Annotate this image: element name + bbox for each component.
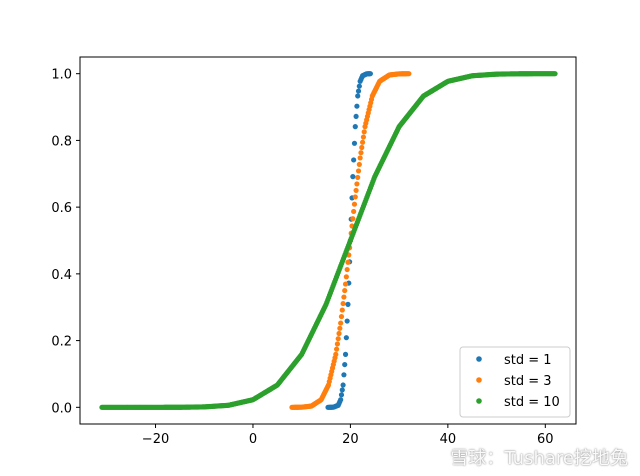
- data-point: [355, 93, 361, 99]
- data-point: [345, 301, 351, 307]
- legend: std = 1 std = 3 std = 10: [459, 346, 571, 418]
- data-point: [351, 157, 357, 163]
- axes-layer: −20 0 20 40 60 0.0 0.2 0.4 0.6 0.8 1.0: [51, 68, 553, 447]
- data-point: [406, 71, 412, 77]
- data-point: [351, 140, 358, 146]
- data-point: [345, 259, 351, 265]
- data-point: [344, 318, 350, 324]
- data-point: [361, 129, 367, 135]
- data-point: [355, 88, 362, 94]
- legend-marker: [476, 377, 482, 383]
- series-1: [325, 71, 373, 410]
- data-point: [342, 351, 349, 357]
- y-tick-label: 0.6: [51, 201, 72, 216]
- data-point: [350, 216, 356, 222]
- legend-marker: [476, 398, 482, 404]
- data-point: [334, 346, 340, 352]
- legend-box: [459, 346, 571, 418]
- data-point: [351, 208, 357, 215]
- data-point: [552, 71, 558, 77]
- data-point: [356, 83, 362, 89]
- data-point: [338, 392, 345, 398]
- legend-label: std = 10: [504, 395, 560, 410]
- data-point: [352, 194, 358, 200]
- watermark-text: 雪球：Tushare挖地兔: [450, 448, 628, 469]
- data-point: [358, 150, 364, 156]
- y-tick-label: 0.2: [51, 335, 72, 350]
- data-point: [367, 71, 373, 77]
- data-point: [333, 351, 339, 357]
- series-layer: [99, 71, 558, 410]
- data-point: [359, 139, 366, 145]
- data-point: [336, 330, 342, 337]
- data-point: [360, 134, 367, 140]
- data-point: [337, 325, 343, 331]
- series-3: [99, 71, 558, 410]
- data-point: [355, 168, 362, 174]
- data-point: [339, 307, 345, 313]
- data-point: [342, 361, 348, 368]
- data-point: [344, 266, 350, 273]
- data-point: [343, 335, 349, 341]
- x-tick-label: 40: [440, 432, 457, 447]
- legend-label: std = 3: [504, 374, 552, 389]
- data-point: [355, 174, 361, 181]
- data-point: [339, 387, 345, 393]
- data-point: [350, 174, 356, 180]
- data-point: [357, 155, 363, 161]
- series-2: [289, 71, 412, 410]
- data-point: [341, 372, 347, 378]
- legend-marker: [476, 356, 482, 362]
- legend-label: std = 1: [504, 353, 552, 368]
- data-point: [338, 320, 344, 326]
- data-point: [354, 181, 360, 187]
- data-point: [342, 287, 348, 294]
- x-tick-label: −20: [142, 432, 169, 447]
- x-tick-label: 60: [537, 432, 554, 447]
- data-point: [340, 300, 346, 307]
- data-point: [354, 103, 360, 109]
- x-tick-label: 0: [249, 432, 257, 447]
- data-point: [353, 113, 359, 120]
- y-tick-label: 0.0: [51, 401, 72, 416]
- data-point: [352, 124, 358, 130]
- y-tick-label: 0.8: [51, 134, 72, 149]
- y-tick-label: 0.4: [51, 268, 72, 283]
- plot-frame: [79, 56, 577, 425]
- data-point: [342, 281, 349, 287]
- data-point: [341, 294, 347, 300]
- data-point: [343, 274, 349, 280]
- x-tick-label: 20: [342, 432, 359, 447]
- data-point: [356, 161, 362, 168]
- data-point: [338, 397, 344, 403]
- data-point: [353, 187, 359, 194]
- data-point: [351, 201, 358, 207]
- data-point: [340, 382, 346, 388]
- data-point: [334, 341, 341, 347]
- data-point: [359, 144, 365, 151]
- data-point: [335, 336, 341, 342]
- y-tick-label: 1.0: [51, 68, 72, 83]
- data-point: [338, 313, 345, 320]
